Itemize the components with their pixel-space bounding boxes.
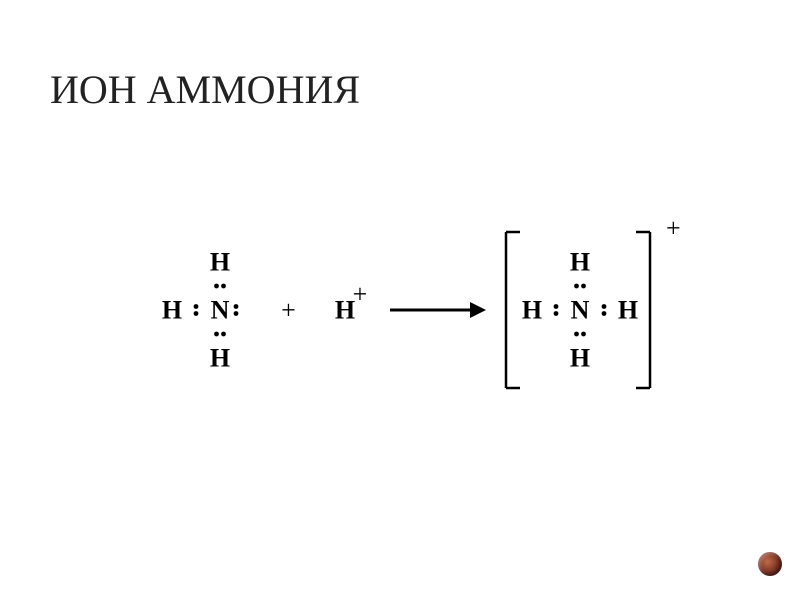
nh4-charge: +	[666, 214, 681, 243]
atom-H-top-nh4: H	[570, 248, 590, 277]
atom-H-bottom-nh4: H	[570, 344, 590, 373]
h-cation-charge: +	[353, 280, 368, 309]
plus-sign: +	[281, 296, 296, 325]
corner-mark	[758, 552, 782, 576]
atom-N-nh3: N	[211, 296, 230, 325]
atom-N-nh4: N	[571, 296, 590, 325]
atom-H-right-nh4: H	[618, 296, 638, 325]
atom-H-left-nh3: H	[162, 296, 182, 325]
page-title: ИОН АММОНИЯ	[50, 66, 360, 113]
atom-H-bottom-nh3: H	[210, 344, 230, 373]
lewis-reaction-diagram: NHHH+H+NHHHH+	[140, 200, 700, 425]
atom-H-top-nh3: H	[210, 248, 230, 277]
arrow-icon	[470, 302, 486, 318]
atom-H-left-nh4: H	[522, 296, 542, 325]
reaction-svg: NHHH+H+NHHHH+	[140, 200, 700, 420]
